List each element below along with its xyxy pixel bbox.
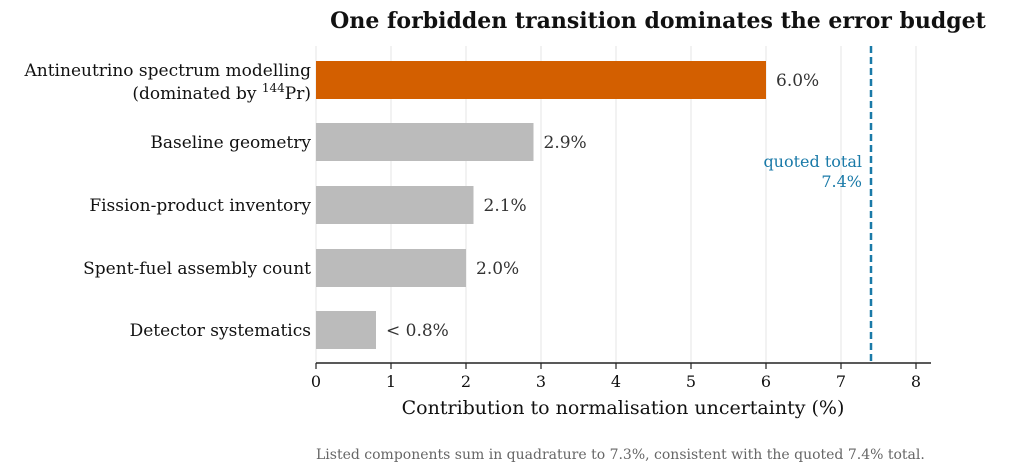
category-label-0-superscript: 144 [262, 81, 285, 95]
category-label-4: Detector systematics [130, 321, 311, 341]
x-axis: 0 1 2 3 4 5 6 7 8 [311, 362, 931, 391]
x-tick-label-8: 8 [911, 372, 921, 391]
bar-2 [316, 186, 474, 224]
category-label-0: Antineutrino spectrum modelling [24, 61, 312, 81]
bar-1 [316, 123, 534, 161]
value-label-0: 6.0% [776, 71, 819, 91]
value-label-1: 2.9% [544, 133, 587, 153]
reference-label-line1: quoted total [763, 152, 862, 171]
bars: 6.0%Antineutrino spectrum modelling(domi… [24, 61, 819, 349]
category-label-2: Fission-product inventory [89, 196, 311, 216]
value-label-3: 2.0% [476, 259, 519, 279]
category-label-0-pre: (dominated by [132, 84, 261, 104]
footnote: Listed components sum in quadrature to 7… [316, 447, 925, 463]
category-label-1: Baseline geometry [150, 133, 311, 153]
bar-4 [316, 311, 376, 349]
x-tick-label-6: 6 [761, 372, 771, 391]
x-tick-label-1: 1 [386, 372, 396, 391]
category-label-0-post: Pr) [285, 84, 311, 104]
x-tick-label-7: 7 [836, 372, 846, 391]
x-tick-label-0: 0 [311, 372, 321, 391]
category-label-3: Spent-fuel assembly count [83, 259, 311, 279]
value-label-4: < 0.8% [386, 321, 449, 341]
x-tick-label-4: 4 [611, 372, 621, 391]
value-label-2: 2.1% [484, 196, 527, 216]
x-tick-label-2: 2 [461, 372, 471, 391]
chart-title: One forbidden transition dominates the e… [330, 8, 986, 34]
reference-label-line2: 7.4% [821, 172, 862, 191]
category-label-0-line2: (dominated by 144Pr) [132, 81, 311, 104]
bar-3 [316, 249, 466, 287]
x-tick-label-3: 3 [536, 372, 546, 391]
bar-0 [316, 61, 766, 99]
x-axis-label: Contribution to normalisation uncertaint… [402, 397, 845, 419]
x-tick-label-5: 5 [686, 372, 696, 391]
